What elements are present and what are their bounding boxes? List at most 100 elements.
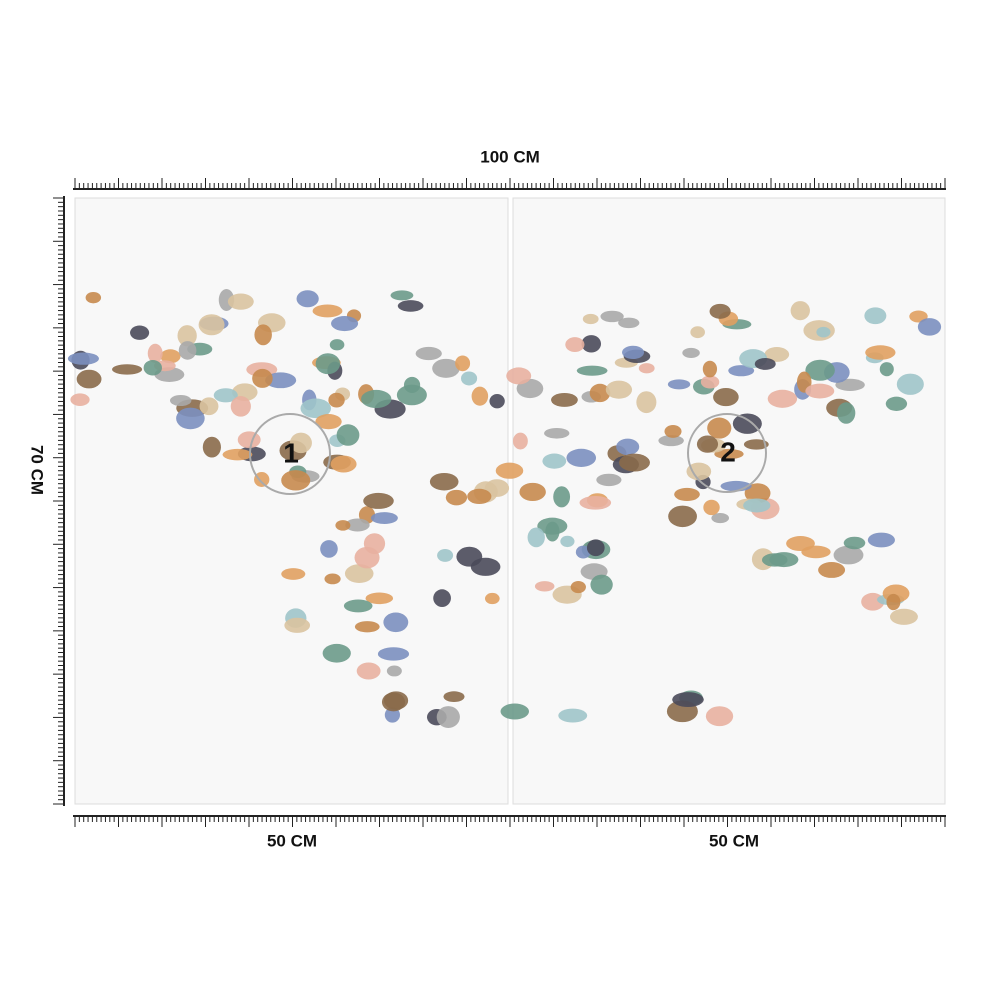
animal — [178, 341, 197, 360]
animal — [714, 448, 744, 460]
animal — [767, 389, 798, 408]
animal — [381, 692, 406, 712]
panel-width-label: 50 CM — [267, 831, 317, 850]
animal — [542, 453, 567, 469]
animal — [252, 368, 273, 388]
animal — [467, 488, 492, 505]
rulers — [53, 178, 946, 827]
animal — [512, 432, 528, 450]
panel-marker-2 — [687, 413, 767, 493]
animal — [312, 304, 343, 318]
animal — [686, 462, 712, 481]
animal — [565, 337, 585, 353]
animal — [579, 495, 612, 510]
animal — [484, 479, 510, 497]
animal — [336, 424, 360, 446]
animal — [202, 436, 221, 458]
animal — [575, 545, 591, 559]
animal — [437, 548, 454, 562]
animal — [390, 290, 414, 301]
animal — [560, 535, 575, 548]
animal — [433, 589, 451, 607]
animal — [361, 389, 392, 409]
animal — [700, 375, 720, 389]
animal — [227, 293, 254, 310]
width-label: 100 CM — [480, 147, 540, 166]
animal — [432, 358, 460, 378]
animal — [668, 505, 697, 528]
animal — [455, 355, 471, 372]
animal — [619, 453, 650, 472]
animal — [365, 592, 394, 605]
animal — [130, 325, 150, 340]
animal — [230, 396, 251, 417]
animal — [805, 359, 835, 381]
animal — [527, 527, 545, 548]
animal — [818, 562, 846, 578]
animal — [198, 314, 225, 336]
animal — [732, 413, 762, 434]
animal — [566, 448, 597, 467]
animal — [909, 310, 928, 323]
animal — [281, 470, 311, 491]
animal — [582, 313, 599, 325]
animal — [335, 520, 351, 531]
animal — [85, 292, 102, 304]
animal — [833, 545, 864, 565]
animal — [636, 391, 657, 414]
animal — [320, 540, 338, 558]
animal — [703, 499, 720, 516]
animal — [169, 394, 192, 407]
animal — [674, 487, 700, 501]
animal — [805, 383, 835, 399]
animal — [667, 379, 691, 390]
animal — [284, 617, 311, 633]
animal — [570, 580, 586, 594]
animal — [534, 581, 555, 592]
animal — [713, 387, 739, 407]
animal — [70, 393, 90, 406]
animal — [147, 343, 163, 363]
height-label: 70 CM — [28, 445, 47, 495]
animal — [143, 360, 162, 376]
animal — [386, 665, 402, 677]
animal — [199, 397, 219, 416]
animal — [300, 398, 331, 419]
panel-marker-1 — [249, 413, 331, 495]
animal — [344, 564, 374, 583]
animal — [658, 435, 684, 447]
animal — [867, 532, 895, 548]
animal — [471, 386, 489, 406]
animal — [837, 402, 856, 424]
animal — [886, 593, 901, 611]
animal — [343, 599, 373, 613]
animal — [711, 513, 730, 524]
animal — [237, 431, 261, 449]
animal — [672, 692, 704, 708]
animal — [160, 349, 181, 364]
animal — [456, 546, 483, 567]
animal — [436, 706, 460, 728]
animal — [596, 473, 622, 487]
animal — [553, 486, 571, 508]
animal — [638, 363, 655, 374]
animal — [254, 472, 270, 487]
animal — [254, 324, 272, 346]
animal — [322, 643, 351, 663]
animal — [489, 393, 505, 409]
animal — [396, 384, 427, 406]
animal — [519, 482, 546, 502]
animal — [331, 316, 359, 332]
animal — [769, 552, 799, 568]
animal — [370, 512, 398, 524]
animal — [67, 352, 99, 365]
animal — [764, 347, 790, 362]
animal — [896, 373, 924, 395]
animal — [397, 300, 424, 312]
animal — [222, 448, 253, 461]
animal — [865, 345, 896, 360]
animal — [324, 573, 341, 585]
animal — [709, 303, 731, 319]
animal — [816, 326, 831, 338]
